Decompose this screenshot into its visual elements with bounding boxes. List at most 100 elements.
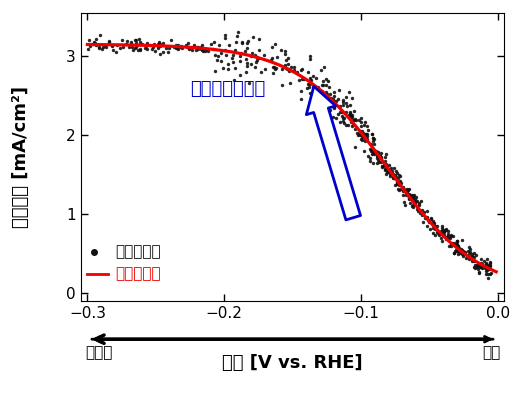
Point bbox=[468, 258, 476, 265]
Point bbox=[475, 269, 483, 275]
Point bbox=[210, 38, 218, 45]
Point bbox=[444, 234, 452, 241]
Point bbox=[176, 43, 185, 50]
Point bbox=[410, 201, 418, 207]
Point bbox=[359, 133, 368, 140]
Point bbox=[85, 36, 94, 43]
Point bbox=[339, 118, 347, 125]
Point bbox=[467, 252, 476, 259]
Point bbox=[460, 250, 468, 257]
Point bbox=[409, 201, 418, 208]
Point bbox=[136, 38, 144, 45]
Point bbox=[211, 51, 219, 58]
Point bbox=[367, 147, 375, 153]
Point bbox=[443, 236, 451, 242]
Point bbox=[89, 41, 97, 47]
Point bbox=[306, 78, 314, 84]
Point bbox=[214, 53, 223, 59]
Point bbox=[320, 64, 328, 70]
Point bbox=[401, 187, 410, 194]
Point bbox=[450, 249, 458, 256]
Point bbox=[134, 46, 142, 53]
Point bbox=[255, 47, 263, 54]
Point bbox=[309, 72, 317, 79]
Point bbox=[319, 78, 327, 84]
Point bbox=[484, 265, 492, 271]
Point bbox=[389, 171, 397, 177]
Point bbox=[357, 123, 365, 130]
Point bbox=[207, 41, 215, 47]
Point bbox=[246, 53, 255, 60]
Point bbox=[127, 41, 135, 48]
Point bbox=[340, 119, 348, 126]
Point bbox=[332, 115, 340, 121]
Point bbox=[361, 133, 370, 140]
Point bbox=[324, 78, 332, 84]
Point bbox=[395, 181, 403, 188]
Point bbox=[340, 115, 348, 122]
Point bbox=[132, 43, 140, 50]
Point bbox=[457, 245, 465, 252]
Point bbox=[404, 186, 412, 193]
Point bbox=[309, 85, 318, 92]
Point bbox=[387, 164, 395, 171]
Point bbox=[411, 199, 420, 206]
Text: 平衡: 平衡 bbox=[482, 345, 500, 360]
Point bbox=[346, 109, 354, 115]
Point bbox=[342, 93, 350, 100]
Point bbox=[221, 32, 229, 39]
Point bbox=[405, 194, 413, 201]
Point bbox=[452, 240, 461, 247]
Point bbox=[306, 80, 314, 87]
Point bbox=[271, 65, 280, 72]
Point bbox=[433, 223, 441, 229]
Point bbox=[387, 170, 396, 177]
Point bbox=[323, 105, 332, 112]
Point bbox=[402, 189, 410, 196]
Point bbox=[181, 42, 190, 49]
Point bbox=[192, 43, 201, 50]
Point bbox=[430, 222, 438, 228]
Point bbox=[413, 205, 421, 212]
Point bbox=[178, 45, 186, 51]
Point bbox=[452, 238, 461, 245]
Point bbox=[399, 184, 407, 190]
Point bbox=[450, 249, 458, 256]
Point bbox=[405, 194, 413, 200]
Point bbox=[347, 111, 356, 118]
Point bbox=[346, 119, 355, 125]
Point bbox=[447, 232, 456, 239]
Point bbox=[194, 46, 202, 53]
Point bbox=[486, 262, 494, 268]
Point bbox=[202, 45, 211, 52]
Point bbox=[404, 191, 412, 198]
Point bbox=[444, 231, 452, 237]
Point bbox=[482, 263, 490, 270]
Point bbox=[249, 34, 257, 41]
Point bbox=[423, 208, 432, 215]
Point bbox=[290, 66, 298, 73]
Point bbox=[376, 153, 385, 160]
Point bbox=[91, 40, 99, 47]
Point bbox=[297, 66, 306, 73]
Point bbox=[412, 194, 421, 201]
Point bbox=[410, 191, 418, 198]
Point bbox=[342, 109, 350, 115]
Point bbox=[198, 45, 206, 52]
Point bbox=[89, 39, 98, 46]
Point bbox=[486, 270, 495, 277]
Point bbox=[381, 167, 389, 174]
Point bbox=[465, 248, 474, 255]
Point bbox=[238, 39, 246, 46]
Point bbox=[194, 43, 202, 50]
Point bbox=[453, 242, 462, 249]
Point bbox=[174, 46, 183, 53]
Point bbox=[112, 49, 121, 56]
Point bbox=[375, 159, 383, 166]
Point bbox=[377, 150, 385, 156]
Point bbox=[449, 233, 457, 240]
Point bbox=[329, 96, 337, 102]
Point bbox=[346, 102, 355, 108]
Point bbox=[408, 194, 416, 201]
Point bbox=[282, 56, 290, 63]
